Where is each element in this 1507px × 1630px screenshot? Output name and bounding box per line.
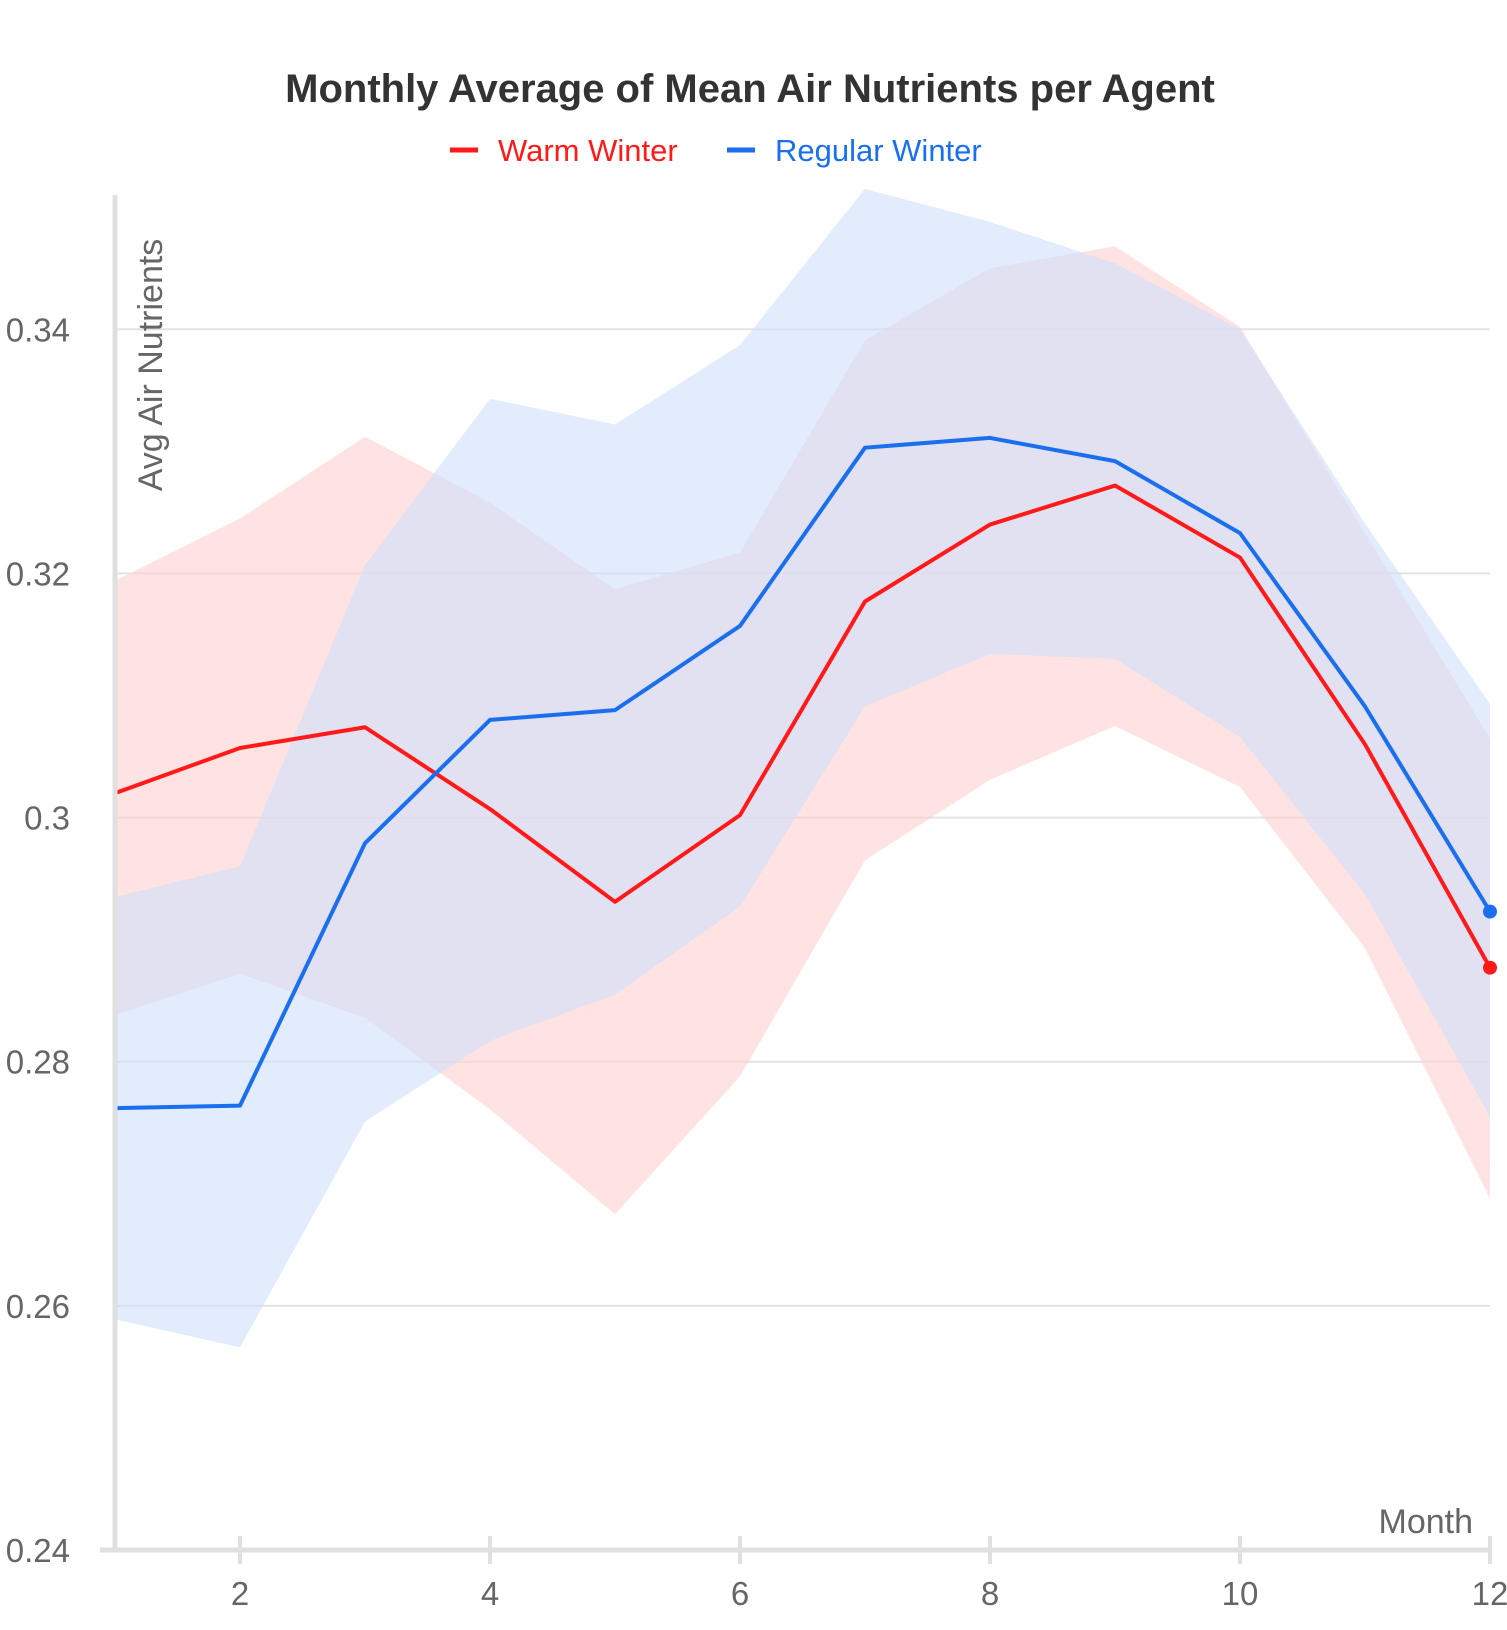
confidence-bands (115, 188, 1490, 1348)
x-tick-label-4: 4 (481, 1575, 499, 1612)
x-tick-label-10: 10 (1222, 1575, 1259, 1612)
axes (100, 195, 1492, 1564)
series-line-0[interactable] (114, 483, 1492, 969)
x-tick-label-8: 8 (981, 1575, 999, 1612)
series-end-point-0[interactable] (1483, 960, 1497, 975)
y-axis-title: Avg Air Nutrients (132, 239, 170, 492)
y-tick-label-0.3: 0.3 (24, 800, 70, 837)
series-end-point-1[interactable] (1483, 904, 1497, 919)
legend[interactable]: Warm Winter Regular Winter (450, 133, 982, 168)
series-lines (114, 435, 1497, 1111)
x-tick-label-6: 6 (731, 1575, 749, 1612)
legend-label-0: Warm Winter (498, 133, 678, 168)
tick-labels: 2 4 6 8 10 12 0.24 0.26 0.28 0.3 0.32 0.34 (6, 311, 1507, 1612)
y-tick-label-0.24: 0.24 (6, 1532, 70, 1569)
legend-item-1[interactable]: Regular Winter (727, 133, 982, 168)
y-tick-label-0.28: 0.28 (6, 1044, 70, 1081)
x-tick-label-2: 2 (231, 1575, 249, 1612)
legend-item-0[interactable]: Warm Winter (450, 133, 678, 168)
y-tick-label-0.26: 0.26 (6, 1288, 70, 1325)
y-tick-label-0.34: 0.34 (6, 311, 70, 348)
y-tick-label-0.32: 0.32 (6, 555, 70, 592)
series-line-1[interactable] (114, 435, 1492, 1111)
x-tick-label-12: 12 (1472, 1575, 1507, 1612)
band-1 (115, 188, 1490, 1348)
legend-label-1: Regular Winter (775, 133, 982, 168)
x-axis-title: Month (1379, 1503, 1474, 1541)
chart-title: Monthly Average of Mean Air Nutrients pe… (285, 67, 1215, 111)
